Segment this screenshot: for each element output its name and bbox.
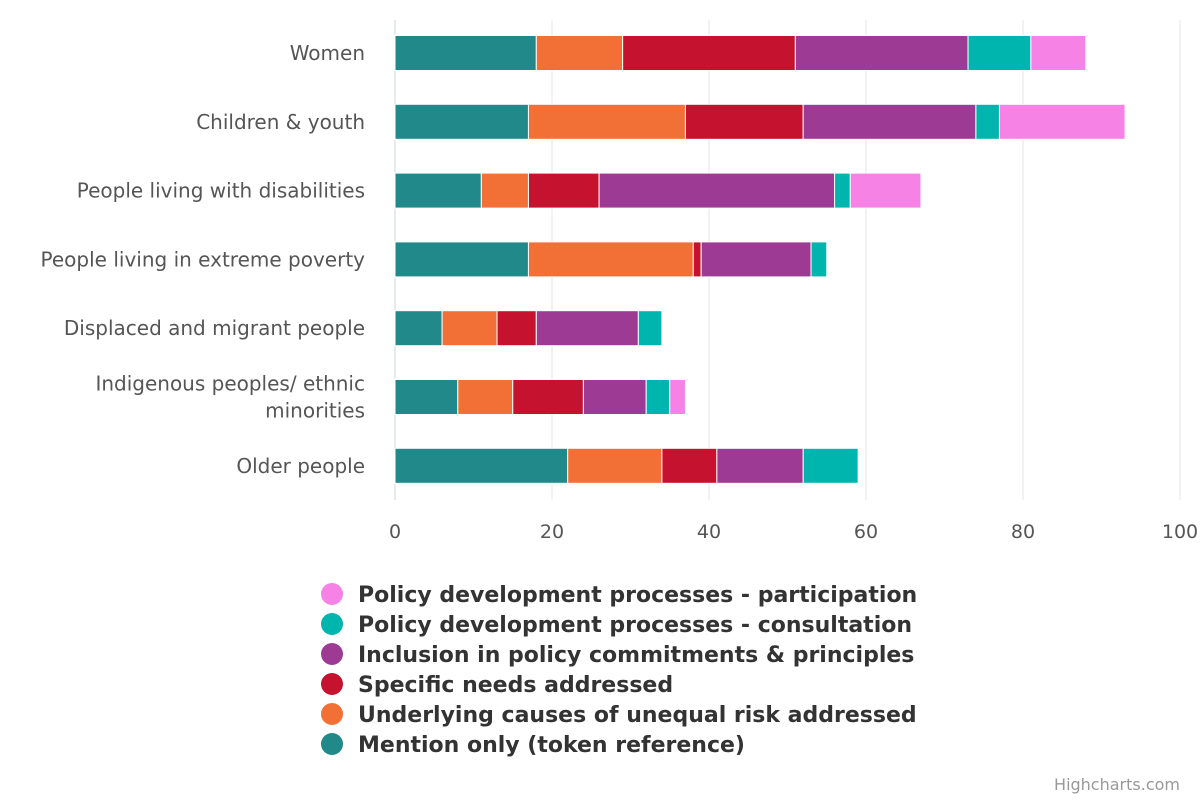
bar-segment[interactable]: [645, 379, 671, 415]
bar-segment[interactable]: [975, 103, 1000, 140]
bar-segment[interactable]: [700, 241, 812, 278]
bars: [394, 35, 1126, 484]
bar-segment[interactable]: [496, 310, 537, 347]
bar-segment[interactable]: [582, 379, 647, 415]
bar-segment[interactable]: [802, 447, 859, 484]
legend-item[interactable]: Inclusion in policy commitments & princi…: [321, 643, 914, 668]
bar-segment[interactable]: [441, 310, 498, 347]
bar-segment[interactable]: [998, 103, 1126, 140]
legend-marker-icon: [321, 643, 343, 665]
bar-segment[interactable]: [394, 35, 537, 71]
legend-label: Specific needs addressed: [358, 673, 673, 698]
bar-segment[interactable]: [637, 310, 663, 347]
x-tick-label: 80: [1011, 521, 1035, 543]
bar-segment[interactable]: [794, 35, 969, 71]
bar-segment[interactable]: [810, 241, 828, 278]
category-label: People living with disabilities: [77, 179, 365, 203]
category-labels: Women Children & youth People living with …: [41, 41, 366, 478]
x-tick-label: 40: [697, 521, 721, 543]
legend-item[interactable]: Underlying causes of unequal risk addres…: [321, 703, 917, 728]
legend-label: Inclusion in policy commitments & princi…: [358, 643, 914, 668]
category-label: Indigenous peoples/ ethnic minorities: [95, 372, 365, 423]
category-label: Children & youth: [196, 110, 365, 134]
bar-segment[interactable]: [394, 379, 459, 415]
legend-marker-icon: [321, 613, 343, 635]
bar-segment[interactable]: [535, 35, 624, 71]
bar-segment[interactable]: [802, 103, 977, 140]
bar-segment[interactable]: [457, 379, 514, 415]
legend-marker-icon: [321, 733, 343, 755]
bar-segment[interactable]: [692, 241, 702, 278]
x-tick-label: 20: [540, 521, 564, 543]
bar-segment[interactable]: [1030, 35, 1087, 71]
legend-marker-icon: [321, 673, 343, 695]
legend-label: Underlying causes of unequal risk addres…: [358, 703, 917, 728]
bar-segment[interactable]: [527, 172, 600, 209]
bar-segment[interactable]: [669, 379, 686, 415]
bar-segment[interactable]: [527, 103, 686, 140]
legend-item[interactable]: Policy development processes - consultat…: [321, 613, 912, 638]
legend-label: Policy development processes - consultat…: [358, 613, 912, 638]
bar-segment[interactable]: [535, 310, 639, 347]
bar-segment[interactable]: [967, 35, 1032, 71]
bar-segment[interactable]: [480, 172, 529, 209]
x-tick-label: 0: [389, 521, 401, 543]
legend-label: Mention only (token reference): [358, 733, 745, 758]
bar-segment[interactable]: [598, 172, 836, 209]
legend-item[interactable]: Policy development processes - participa…: [321, 583, 917, 608]
legend-label: Policy development processes - participa…: [358, 583, 917, 608]
bar-segment[interactable]: [567, 447, 663, 484]
bar-segment[interactable]: [527, 241, 694, 278]
legend-marker-icon: [321, 703, 343, 725]
bar-segment[interactable]: [394, 310, 443, 347]
bar-segment[interactable]: [512, 379, 584, 415]
legend-item[interactable]: Mention only (token reference): [321, 733, 745, 758]
bar-segment[interactable]: [834, 172, 851, 209]
legend-item[interactable]: Specific needs addressed: [321, 673, 673, 698]
bar-segment[interactable]: [684, 103, 804, 140]
legend-marker-icon: [321, 583, 343, 605]
credits-link[interactable]: Highcharts.com: [1054, 775, 1180, 794]
category-label: People living in extreme poverty: [41, 247, 366, 271]
legend[interactable]: Policy development processes - participa…: [321, 583, 917, 758]
bar-segment[interactable]: [394, 241, 529, 278]
bar-segment[interactable]: [849, 172, 922, 209]
category-label: Displaced and migrant people: [64, 316, 365, 340]
bar-segment[interactable]: [716, 447, 804, 484]
category-label: Women: [290, 41, 365, 65]
bar-segment[interactable]: [394, 103, 529, 140]
category-label: Older people: [236, 454, 365, 478]
x-axis-tick-labels: 0 20 40 60 80 100: [389, 521, 1198, 543]
bar-segment[interactable]: [394, 172, 482, 209]
bar-segment[interactable]: [661, 447, 718, 484]
x-tick-label: 100: [1162, 521, 1198, 543]
x-tick-label: 60: [854, 521, 878, 543]
bar-segment[interactable]: [394, 447, 569, 484]
bar-segment[interactable]: [622, 35, 796, 71]
